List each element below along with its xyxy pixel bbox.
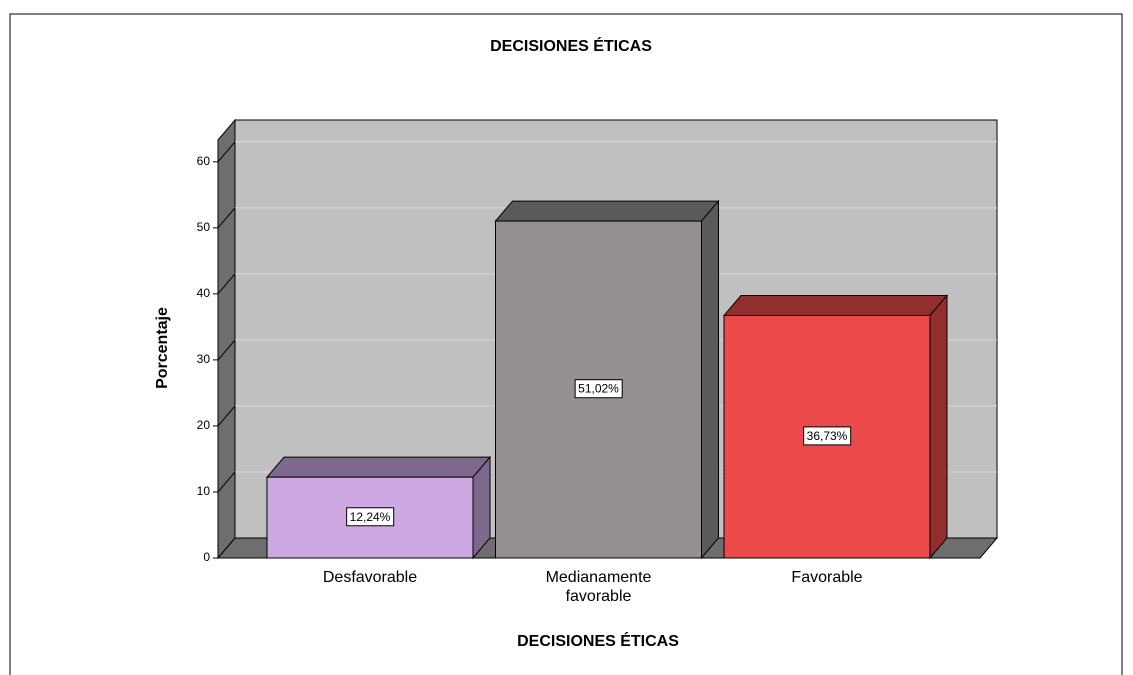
grid-line xyxy=(217,405,236,427)
left-wall xyxy=(217,118,236,560)
bar-side xyxy=(929,294,948,560)
bar-side xyxy=(701,199,719,560)
data-label-box xyxy=(346,507,395,527)
data-label-box xyxy=(574,379,623,399)
bar-top xyxy=(494,200,720,222)
bar-top xyxy=(722,294,949,316)
grid-line xyxy=(217,141,236,163)
data-label-box xyxy=(803,426,852,446)
bar-top xyxy=(265,456,492,478)
grid-line xyxy=(217,471,236,493)
data-label: 36,73% xyxy=(807,429,848,443)
data-label: 12,24% xyxy=(350,510,391,524)
y-tick-label: 50 xyxy=(197,220,211,234)
x-tick-label: Favorable xyxy=(791,569,863,586)
y-tick-label: 0 xyxy=(203,550,210,564)
x-tick-label: Desfavorable xyxy=(322,569,418,586)
y-tick-label: 40 xyxy=(197,286,211,300)
chart-title: DECISIONES ÉTICAS xyxy=(490,36,652,55)
y-tick-label: 60 xyxy=(197,154,211,168)
y-tick-label: 20 xyxy=(197,418,211,432)
x-axis-label: DECISIONES ÉTICAS xyxy=(517,631,679,650)
frame xyxy=(9,13,1123,675)
grid-line xyxy=(217,273,236,295)
grid-line xyxy=(217,339,236,361)
data-label: 51,02% xyxy=(578,382,619,396)
y-axis-label: Porcentaje xyxy=(154,307,171,389)
y-tick-label: 30 xyxy=(197,352,211,366)
grid-line xyxy=(217,207,236,229)
x-tick-label: Medianamente favorable xyxy=(545,569,652,605)
y-tick-label: 10 xyxy=(197,484,211,498)
